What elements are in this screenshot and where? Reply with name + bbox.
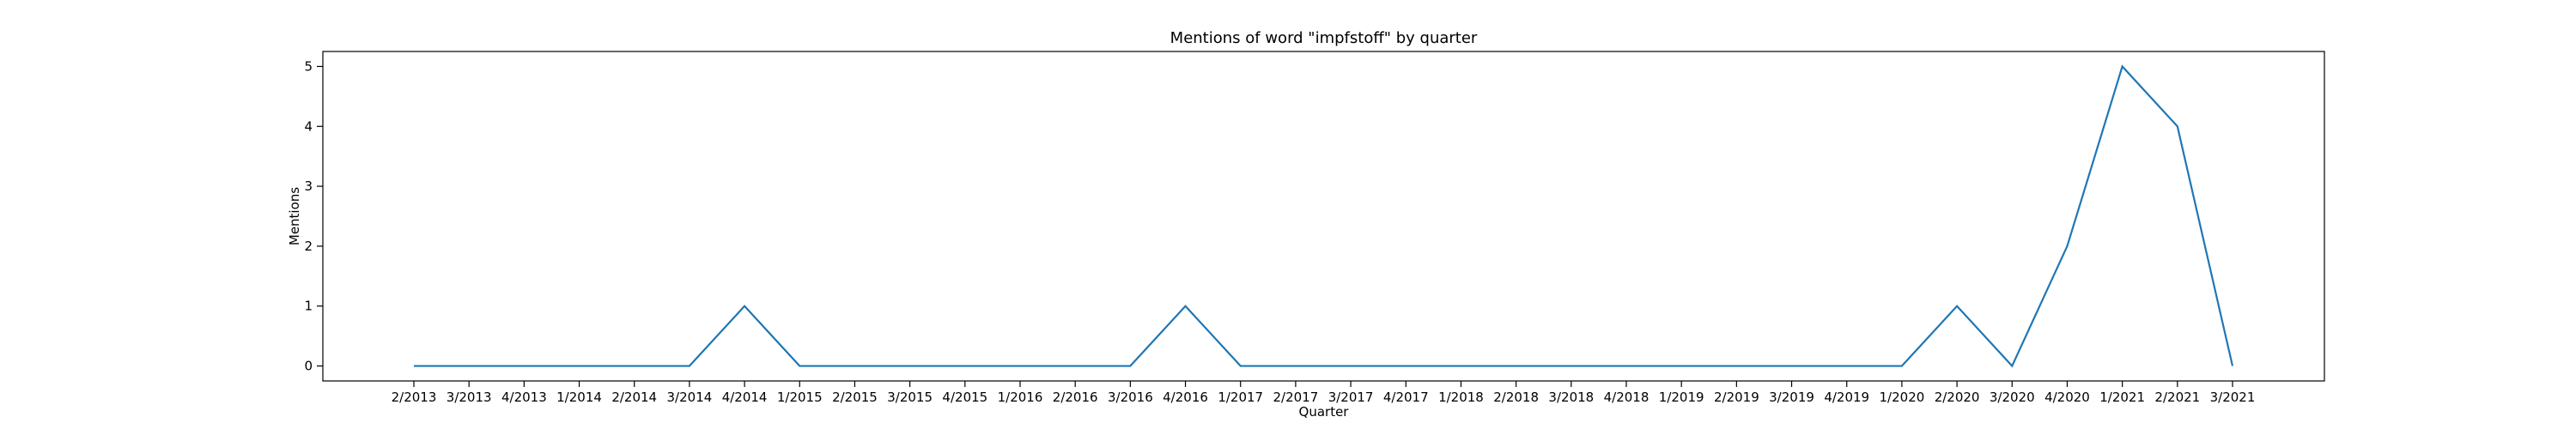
x-tick-label: 1/2015	[777, 390, 823, 405]
y-axis-ticks: 0 1 2 3 4 5	[304, 58, 323, 374]
x-tick-label: 4/2018	[1604, 390, 1649, 405]
x-tick-label: 3/2015	[887, 390, 933, 405]
y-tick-label: 4	[304, 118, 313, 134]
x-tick-label: 4/2017	[1383, 390, 1429, 405]
y-tick-label: 0	[304, 359, 313, 374]
x-tick-label: 4/2014	[722, 390, 768, 405]
x-axis-ticks: 2/2013 3/2013 4/2013 1/2014 2/2014 3/2014 4/20…	[392, 381, 2256, 405]
series-group	[413, 64, 2234, 368]
y-tick-label: 5	[304, 58, 313, 74]
x-tick-label: 2/2020	[1935, 390, 1980, 405]
x-tick-label: 1/2017	[1218, 390, 1263, 405]
x-tick-label: 4/2015	[942, 390, 987, 405]
x-axis-title: Quarter	[1299, 404, 1350, 420]
chart-title: Mentions of word "impfstoff" by quarter	[1170, 29, 1478, 47]
y-tick-label: 3	[304, 178, 313, 194]
x-tick-label: 2/2017	[1273, 390, 1319, 405]
x-tick-label: 4/2020	[2044, 390, 2090, 405]
x-tick-label: 2/2021	[2154, 390, 2200, 405]
x-tick-label: 3/2021	[2210, 390, 2256, 405]
x-tick-label: 3/2019	[1769, 390, 1814, 405]
x-tick-label: 2/2013	[392, 390, 437, 405]
x-tick-label: 1/2016	[998, 390, 1043, 405]
x-tick-label: 3/2014	[667, 390, 713, 405]
x-tick-label: 3/2018	[1548, 390, 1594, 405]
x-tick-label: 4/2016	[1163, 390, 1208, 405]
x-tick-label: 2/2016	[1053, 390, 1098, 405]
y-tick-label: 1	[304, 299, 313, 314]
plot-area-frame	[322, 51, 2325, 382]
x-tick-label: 2/2015	[832, 390, 878, 405]
x-tick-label: 1/2018	[1438, 390, 1484, 405]
x-tick-label: 1/2020	[1880, 390, 1925, 405]
y-tick-label: 2	[304, 239, 313, 254]
y-axis-title: Mentions	[287, 187, 302, 245]
x-tick-label: 3/2013	[447, 390, 492, 405]
x-tick-label: 2/2018	[1493, 390, 1539, 405]
x-tick-label: 2/2014	[611, 390, 657, 405]
x-tick-label: 3/2020	[1990, 390, 2035, 405]
x-tick-label: 1/2019	[1659, 390, 1704, 405]
x-tick-label: 3/2016	[1108, 390, 1153, 405]
x-tick-label: 1/2014	[556, 390, 602, 405]
x-tick-label: 2/2019	[1714, 390, 1759, 405]
x-tick-label: 4/2019	[1824, 390, 1869, 405]
series-line	[414, 64, 2234, 368]
x-tick-label: 1/2021	[2099, 390, 2145, 405]
x-tick-label: 4/2013	[501, 390, 547, 405]
x-tick-label: 3/2017	[1328, 390, 1374, 405]
